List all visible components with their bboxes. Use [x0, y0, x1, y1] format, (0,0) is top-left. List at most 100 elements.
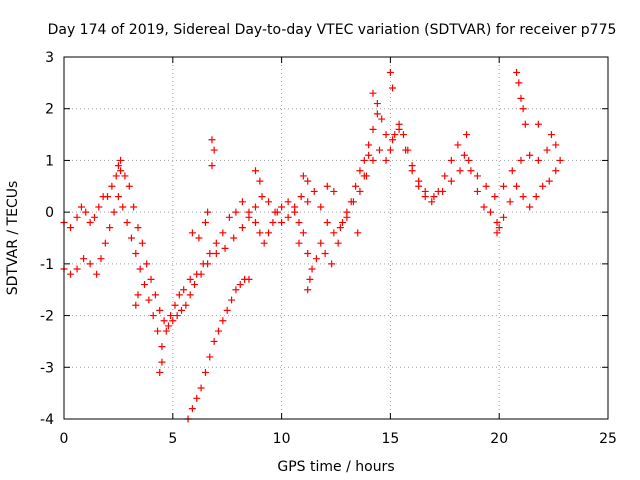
data-point: [428, 198, 436, 206]
data-point: [208, 162, 216, 170]
data-point: [134, 224, 142, 232]
x-axis-label: GPS time / hours: [277, 459, 394, 475]
data-point: [167, 312, 175, 320]
data-point: [369, 125, 377, 133]
data-point: [117, 156, 125, 164]
data-point: [256, 177, 264, 185]
data-point: [114, 193, 122, 201]
data-point: [80, 255, 88, 263]
data-point: [238, 224, 246, 232]
data-point: [552, 167, 560, 175]
data-point: [473, 172, 481, 180]
data-point: [164, 322, 172, 330]
data-point: [201, 218, 209, 226]
x-tick-label: 20: [490, 431, 508, 447]
data-point: [123, 218, 131, 226]
data-point: [186, 275, 194, 283]
data-point: [299, 172, 307, 180]
data-point: [106, 224, 114, 232]
y-tick-label: 0: [45, 205, 54, 221]
y-tick-label: -4: [40, 412, 54, 428]
data-point: [188, 229, 196, 237]
data-point: [256, 229, 264, 237]
data-markers: [60, 69, 564, 423]
data-point: [127, 234, 135, 242]
data-point: [156, 368, 164, 376]
data-point: [121, 172, 129, 180]
data-point: [110, 208, 118, 216]
data-point: [291, 203, 299, 211]
data-point: [480, 203, 488, 211]
data-point: [323, 182, 331, 190]
data-point: [495, 224, 503, 232]
data-point: [214, 327, 222, 335]
data-point: [467, 167, 475, 175]
data-point: [130, 203, 138, 211]
y-tick-label: -3: [40, 360, 54, 376]
data-point: [95, 203, 103, 211]
data-point: [251, 167, 259, 175]
data-point: [125, 182, 133, 190]
data-point: [513, 182, 521, 190]
data-point: [434, 187, 442, 195]
data-point: [156, 306, 164, 314]
data-point: [206, 353, 214, 361]
data-point: [430, 193, 438, 201]
data-point: [149, 312, 157, 320]
data-point: [117, 167, 125, 175]
data-point: [251, 203, 259, 211]
data-point: [352, 182, 360, 190]
data-point: [402, 146, 410, 154]
x-tick-label: 0: [60, 431, 69, 447]
data-point: [376, 146, 384, 154]
data-point: [238, 198, 246, 206]
data-point: [145, 296, 153, 304]
data-point: [395, 125, 403, 133]
data-point: [134, 291, 142, 299]
data-point: [534, 156, 542, 164]
data-point: [515, 79, 523, 87]
data-point: [258, 193, 266, 201]
data-point: [193, 394, 201, 402]
data-point: [230, 234, 238, 242]
data-point: [67, 270, 75, 278]
data-point: [186, 291, 194, 299]
data-point: [151, 291, 159, 299]
data-point: [228, 296, 236, 304]
data-point: [295, 218, 303, 226]
data-point: [208, 136, 216, 144]
data-point: [552, 141, 560, 149]
series-1: [60, 110, 564, 330]
data-point: [210, 146, 218, 154]
data-point: [521, 120, 529, 128]
data-point: [245, 208, 253, 216]
data-point: [195, 234, 203, 242]
data-point: [421, 193, 429, 201]
data-point: [339, 218, 347, 226]
data-point: [356, 167, 364, 175]
series-4: [114, 69, 555, 376]
data-point: [545, 177, 553, 185]
data-point: [317, 239, 325, 247]
data-point: [278, 218, 286, 226]
data-point: [500, 182, 508, 190]
data-point: [304, 198, 312, 206]
data-point: [373, 110, 381, 118]
data-point: [138, 239, 146, 247]
data-point: [197, 384, 205, 392]
data-point: [112, 172, 120, 180]
data-point: [513, 69, 521, 77]
data-point: [543, 146, 551, 154]
data-point: [465, 156, 473, 164]
data-point: [284, 198, 292, 206]
data-point: [212, 239, 220, 247]
data-point: [526, 151, 534, 159]
data-point: [463, 131, 471, 139]
data-point: [119, 203, 127, 211]
data-point: [158, 343, 166, 351]
data-point: [519, 105, 527, 113]
data-point: [171, 301, 179, 309]
data-point: [354, 229, 362, 237]
data-point: [132, 301, 140, 309]
